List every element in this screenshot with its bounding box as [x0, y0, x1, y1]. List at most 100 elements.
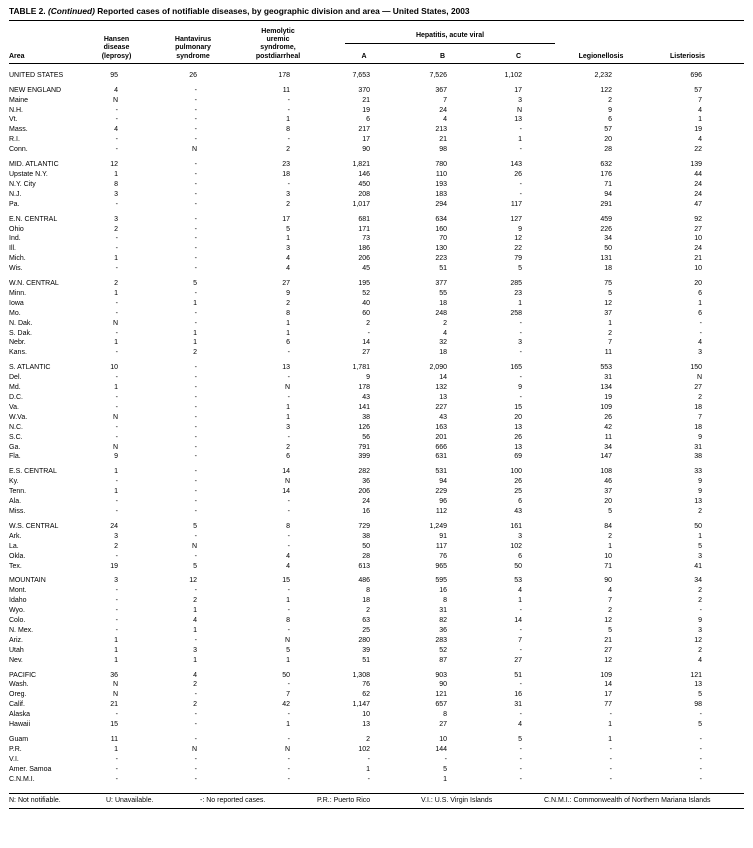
value-cell: 21 — [110, 701, 118, 709]
value-cell: 10 — [694, 265, 702, 273]
value-cell: 3 — [193, 646, 197, 654]
table-row: Ga. N - 2 791 666 13 34 31 — [9, 443, 744, 453]
value-cell: 19 — [604, 394, 612, 401]
value-cell: - — [194, 775, 197, 783]
area-cell: Pa. — [9, 200, 20, 208]
value-cell: 18 — [362, 597, 370, 605]
area-cell: Ill. — [9, 245, 16, 253]
value-cell: 1 — [114, 339, 118, 347]
value-cell: 2 — [114, 225, 118, 233]
value-cell: 40 — [362, 299, 370, 307]
value-cell: 10 — [439, 736, 447, 743]
col-header-hansen-disease: Hansen disease (leprosy) — [94, 24, 169, 64]
value-cell: - — [194, 215, 197, 223]
value-cell: 282 — [358, 468, 370, 476]
value-cell: 38 — [362, 532, 370, 540]
area-cell: E.S. CENTRAL — [9, 468, 57, 476]
value-cell: 52 — [439, 646, 447, 654]
value-cell: - — [609, 775, 612, 783]
value-cell: 79 — [514, 255, 522, 263]
value-cell: 24 — [694, 180, 702, 188]
value-cell: 12 — [604, 656, 612, 664]
value-cell: 26 — [514, 478, 522, 486]
value-cell: 206 — [358, 488, 370, 496]
value-cell: 3 — [698, 349, 702, 357]
value-cell: 2 — [366, 607, 370, 615]
table-row: Upstate N.Y. 1 - 18 146 110 26 176 44 — [9, 170, 744, 180]
value-cell: 7 — [286, 691, 290, 699]
value-cell: 19 — [694, 126, 702, 134]
area-cell: Nev. — [9, 656, 23, 664]
value-cell: 16 — [439, 587, 447, 595]
table-row: V.I. - - - - - - - - — [9, 755, 744, 765]
value-cell: 15 — [282, 577, 290, 585]
value-cell: N — [112, 681, 118, 689]
value-cell: - — [115, 146, 118, 154]
value-cell: 57 — [604, 126, 612, 134]
value-cell: 1,821 — [352, 161, 370, 169]
value-cell: 75 — [604, 280, 612, 288]
value-cell: 26 — [604, 413, 612, 421]
value-cell: 117 — [435, 542, 447, 550]
notifiable-diseases-table: Area Hansen disease (leprosy) Hantavirus… — [9, 24, 744, 785]
value-cell: 9 — [698, 478, 702, 486]
value-cell: 10 — [110, 364, 118, 372]
value-cell: - — [699, 711, 702, 719]
value-cell: - — [115, 374, 118, 382]
value-cell: - — [287, 374, 290, 382]
value-cell: 4 — [286, 265, 290, 273]
area-cell: PACIFIC — [9, 671, 37, 679]
value-cell: 367 — [435, 86, 447, 94]
area-cell: Va. — [9, 403, 19, 411]
area-cell: Mass. — [9, 126, 28, 134]
area-cell: S. ATLANTIC — [9, 364, 51, 372]
value-cell: - — [194, 106, 197, 114]
value-cell: 178 — [278, 71, 290, 79]
value-cell: 1 — [286, 235, 290, 243]
table-row: Ark. 3 - - 38 91 3 2 1 — [9, 532, 744, 542]
value-cell: 143 — [510, 161, 522, 169]
table-title: TABLE 2. (Continued) Reported cases of n… — [9, 6, 744, 21]
value-cell: 131 — [600, 255, 612, 263]
value-cell: 163 — [435, 423, 447, 431]
area-cell: N. Mex. — [9, 626, 34, 634]
value-cell: 147 — [600, 453, 612, 461]
value-cell: - — [609, 755, 612, 763]
value-cell: 791 — [358, 443, 370, 451]
value-cell: - — [194, 736, 197, 743]
area-cell: P.R. — [9, 745, 22, 753]
value-cell: 1 — [286, 656, 290, 664]
col-header-hepatitis-b: B — [419, 44, 496, 64]
value-cell: 1 — [608, 319, 612, 327]
value-cell: - — [699, 765, 702, 773]
value-cell: - — [194, 245, 197, 253]
value-cell: 12 — [694, 636, 702, 644]
value-cell: 126 — [358, 423, 370, 431]
value-cell: 3 — [518, 339, 522, 347]
value-cell: - — [194, 289, 197, 297]
value-cell: - — [194, 453, 197, 461]
value-cell: 280 — [358, 636, 370, 644]
value-cell: 9 — [698, 433, 702, 441]
value-cell: 24 — [110, 522, 118, 530]
area-cell: N.H. — [9, 106, 23, 114]
value-cell: 24 — [362, 498, 370, 506]
value-cell: 110 — [435, 170, 447, 178]
value-cell: 8 — [286, 617, 290, 625]
value-cell: 10 — [694, 235, 702, 243]
value-cell: 14 — [282, 468, 290, 476]
table-row: Iowa -1 2 40 18 1 12 1 — [9, 299, 744, 309]
value-cell: - — [194, 200, 197, 208]
area-cell: Alaska — [9, 711, 31, 719]
value-cell: 32 — [439, 339, 447, 347]
value-cell: - — [287, 349, 290, 357]
table-row: UNITED STATES 95 26 178 7,653 7,526 1,102 2,232… — [9, 71, 744, 81]
table-row: Wyo. - 1 - 2 31 - 2 - — [9, 606, 744, 616]
area-cell: W.Va. — [9, 413, 28, 421]
value-cell: 27 — [694, 225, 702, 233]
value-cell: 91 — [439, 532, 447, 540]
value-cell: 4 — [608, 587, 612, 595]
value-cell: - — [519, 180, 522, 188]
value-cell: 5 — [286, 646, 290, 654]
value-cell: 6 — [518, 498, 522, 506]
